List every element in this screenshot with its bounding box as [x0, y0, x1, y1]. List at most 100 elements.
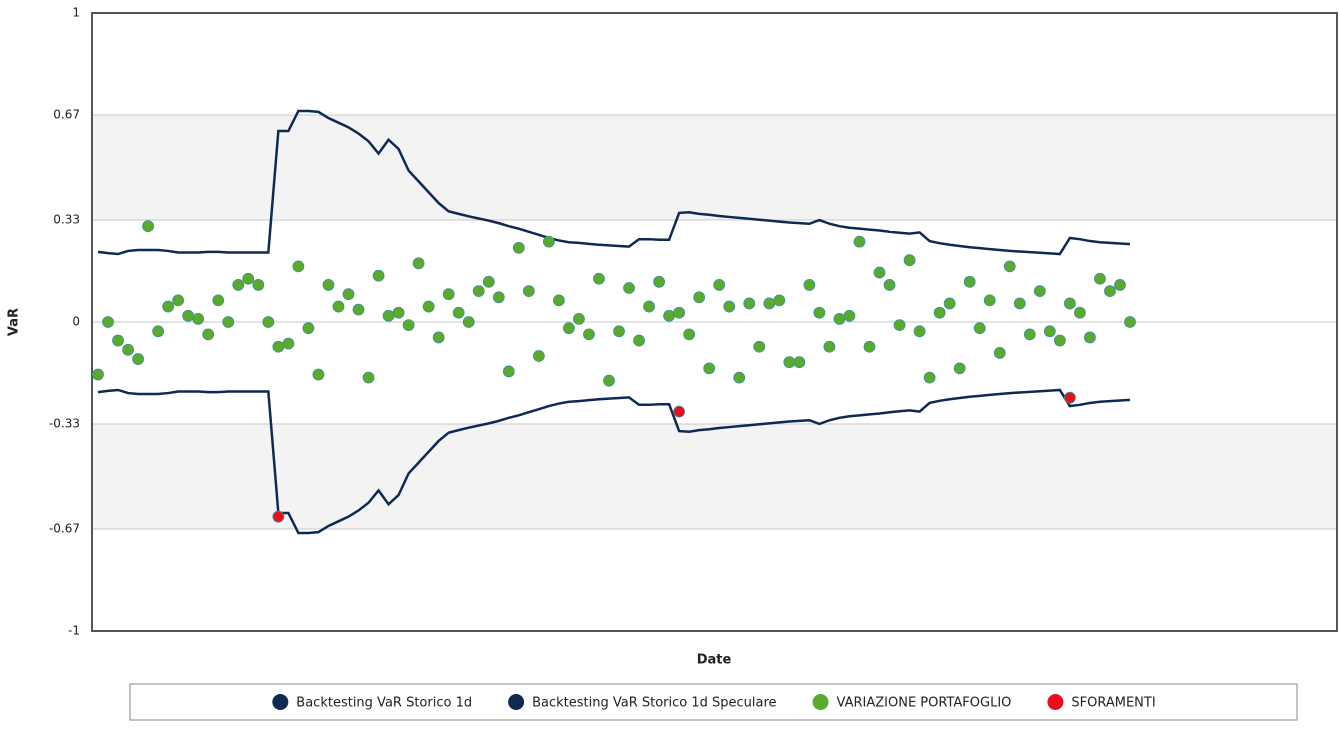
point [1053, 334, 1066, 347]
y-axis-title: VaR [7, 308, 22, 336]
line [97, 388, 1131, 535]
point [623, 282, 635, 294]
point [242, 272, 255, 285]
point [202, 328, 215, 341]
y-tick-label: 0.33 [53, 213, 80, 227]
point [112, 334, 124, 347]
legend-marker [508, 694, 525, 710]
point [673, 306, 686, 319]
point [222, 316, 235, 328]
point [813, 306, 826, 319]
point [452, 306, 465, 319]
point [843, 309, 856, 322]
point [963, 275, 976, 288]
point [472, 285, 485, 298]
point [863, 340, 876, 353]
point [593, 272, 605, 285]
point [923, 371, 936, 384]
point [92, 368, 104, 381]
point [382, 309, 395, 322]
point [412, 257, 425, 270]
point [973, 322, 986, 335]
point [522, 285, 535, 298]
plot-band [92, 423, 1337, 530]
point [693, 291, 706, 304]
point [883, 279, 896, 291]
point [502, 365, 515, 378]
point [733, 371, 746, 384]
point [1124, 316, 1136, 328]
point [172, 294, 185, 307]
point [563, 322, 575, 335]
legend-label: Backtesting VaR Storico 1d [296, 696, 472, 711]
point [262, 316, 275, 328]
point [673, 405, 686, 418]
point [182, 309, 195, 322]
point [1063, 297, 1076, 310]
x-axis-title: Date [697, 653, 732, 668]
point [212, 294, 225, 307]
legend-label: SFORAMENTI [1071, 696, 1155, 711]
point [663, 309, 676, 322]
point [1063, 391, 1076, 404]
point [893, 319, 906, 331]
point [342, 288, 355, 301]
point [402, 319, 415, 331]
plot-band [92, 114, 1337, 221]
point [1033, 285, 1046, 298]
legend-marker [812, 694, 829, 710]
point [442, 288, 455, 301]
point [152, 325, 165, 338]
point [1043, 325, 1056, 338]
legend-marker [1047, 694, 1064, 710]
point [102, 316, 114, 328]
point [292, 260, 305, 273]
point [643, 300, 655, 313]
point [252, 279, 265, 291]
point [613, 325, 625, 338]
point [983, 294, 996, 307]
point [372, 269, 385, 282]
point [703, 362, 716, 375]
y-tick-label: -0.67 [49, 522, 80, 536]
point [913, 325, 926, 338]
y-tick-label: 0 [72, 315, 80, 329]
legend-label: VARIAZIONE PORTAFOGLIO [837, 696, 1012, 711]
point [683, 328, 696, 341]
y-tick-label: -1 [68, 624, 80, 638]
legend-box [129, 683, 1298, 721]
point [953, 362, 966, 375]
y-tick-label: -0.33 [49, 416, 80, 430]
point [743, 297, 756, 310]
point [993, 346, 1006, 359]
point [783, 356, 796, 369]
point [462, 316, 475, 328]
point [192, 313, 205, 325]
point [362, 371, 375, 384]
point [282, 337, 295, 350]
point [162, 300, 175, 313]
point [633, 334, 645, 347]
point [833, 313, 846, 325]
point [583, 328, 595, 341]
point [392, 306, 405, 319]
y-tick-label: 1 [72, 6, 80, 20]
point [142, 220, 154, 233]
legend-marker [272, 694, 289, 710]
point [1023, 328, 1036, 341]
point [1074, 306, 1086, 319]
point [552, 294, 565, 307]
point [763, 297, 776, 310]
point [943, 297, 956, 310]
line [97, 109, 1131, 256]
point [512, 241, 525, 254]
point [492, 291, 505, 304]
point [312, 368, 325, 381]
point [873, 266, 886, 279]
point [302, 322, 315, 335]
point [1084, 331, 1096, 344]
plot-frame [91, 12, 1338, 632]
point [933, 306, 946, 319]
legend-label: Backtesting VaR Storico 1d Speculare [532, 696, 776, 711]
point [322, 279, 335, 291]
